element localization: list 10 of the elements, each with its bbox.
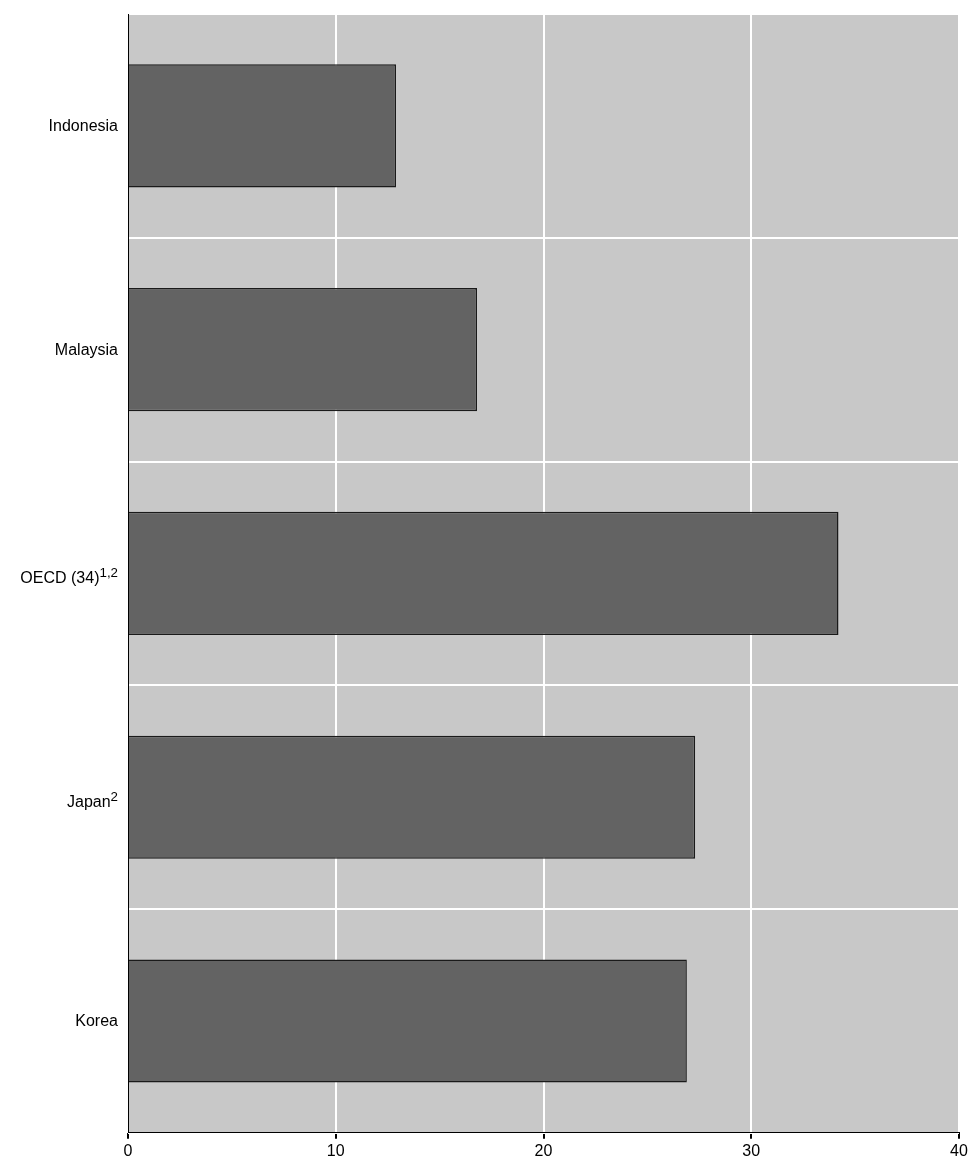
y-tick-label: Japan$^{2}$ xyxy=(66,788,118,813)
x-tick-label: 10 xyxy=(326,1141,345,1159)
y-tick-label: OECD (34)$^{1,2}$ xyxy=(20,564,118,589)
x-tick-label: 40 xyxy=(950,1141,968,1159)
x-tick-label: 30 xyxy=(742,1141,761,1159)
x-tick-label: 20 xyxy=(534,1141,553,1159)
y-tick-label: Malaysia xyxy=(54,339,118,360)
y-tick-label: Korea xyxy=(75,1010,118,1031)
x-tick-label: 0 xyxy=(123,1141,133,1159)
y-tick-label: Indonesia xyxy=(48,115,118,136)
